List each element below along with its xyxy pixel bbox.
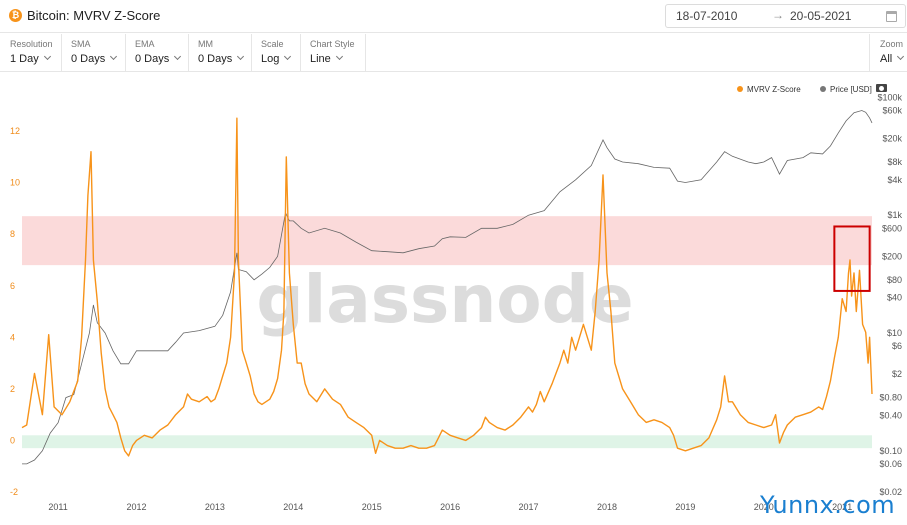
y-right-tick-label: $4k (887, 175, 902, 185)
y-right-tick-label: $200 (882, 251, 902, 261)
resolution-label: Resolution (10, 39, 53, 49)
arrow-right-icon: → (772, 8, 784, 22)
y-right-tick-label: $0.02 (879, 487, 902, 497)
zoom-label: Zoom (880, 39, 904, 49)
sma-label: SMA (71, 39, 91, 49)
legend-label-price: Price [USD] (830, 85, 872, 94)
axis-layer: -2 0 2 4 6 8 10 12 $100k $60k $20k $8k $4k $1k $600 $20… (10, 92, 902, 512)
ema-label: EMA (135, 39, 155, 49)
y-left-tick-label: 10 (10, 178, 20, 188)
y-right-tick-label: $10 (887, 328, 902, 338)
camera-icon[interactable] (876, 84, 887, 92)
y-right-tick-label: $600 (882, 223, 902, 233)
x-tick-label: 2020 (754, 502, 774, 512)
y-right-tick-label: $60k (882, 106, 902, 116)
y-left-tick-label: 6 (10, 281, 15, 291)
mvrv-line (21, 117, 873, 457)
y-right-tick-label: $1k (887, 210, 902, 220)
bands-layer (22, 216, 872, 449)
bottom-band (22, 435, 872, 449)
x-tick-label: 2018 (597, 502, 617, 512)
chart-style-select[interactable]: Chart Style Line (300, 34, 366, 72)
legend-swatch-price (820, 86, 826, 92)
x-tick-label: 2013 (205, 502, 225, 512)
legend-item-mvrv[interactable]: MVRV Z-Score (737, 85, 801, 94)
chart-toolbar: Resolution 1 Day SMA 0 Days EMA 0 Days M… (0, 34, 907, 72)
legend-swatch-mvrv (737, 86, 743, 92)
y-right-tick-label: $0.80 (879, 393, 902, 403)
mm-label: MM (198, 39, 213, 49)
date-to-field[interactable]: 20-05-2021 (790, 9, 852, 23)
ema-select[interactable]: EMA 0 Days (125, 34, 189, 72)
y-right-tick-label: $80 (887, 275, 902, 285)
x-tick-label: 2016 (440, 502, 460, 512)
x-tick-label: 2012 (126, 502, 146, 512)
y-right-tick-label: $40 (887, 293, 902, 303)
top-band (22, 216, 872, 266)
date-range-picker[interactable]: 18-07-2010 → 20-05-2021 (665, 4, 906, 28)
y-left-tick-label: -2 (10, 487, 18, 497)
site-watermark: Yunnx.com (760, 491, 896, 519)
scale-label: Scale (261, 39, 284, 49)
mm-value: 0 Days (198, 53, 233, 65)
chart-title: Bitcoin: MVRV Z-Score (27, 8, 161, 23)
y-left-tick-label: 0 (10, 435, 15, 445)
legend-label-mvrv: MVRV Z-Score (747, 85, 801, 94)
y-left-tick-label: 12 (10, 126, 20, 136)
highlight-box (833, 225, 871, 292)
y-right-tick-label: $100k (877, 92, 902, 102)
sma-select[interactable]: SMA 0 Days (61, 34, 126, 72)
lines-layer (21, 110, 873, 465)
legend-item-price[interactable]: Price [USD] (820, 85, 872, 94)
y-right-tick-label: $0.40 (879, 410, 902, 420)
scale-select[interactable]: Scale Log (251, 34, 301, 72)
sma-value: 0 Days (71, 53, 106, 65)
y-right-tick-label: $6 (892, 341, 902, 351)
x-tick-label: 2015 (362, 502, 382, 512)
price-line (22, 110, 873, 465)
y-right-tick-label: $8k (887, 157, 902, 167)
resolution-select[interactable]: Resolution 1 Day (0, 34, 62, 72)
y-left-tick-label: 2 (10, 384, 15, 394)
mm-select[interactable]: MM 0 Days (188, 34, 252, 72)
glassnode-watermark: glassnode (256, 261, 633, 338)
resolution-value: 1 Day (10, 53, 39, 65)
y-left-tick-label: 8 (10, 229, 15, 239)
x-tick-label: 2011 (48, 502, 67, 512)
date-from-field[interactable]: 18-07-2010 (676, 9, 738, 23)
y-right-tick-label: $0.10 (879, 446, 902, 456)
x-tick-label: 2017 (519, 502, 539, 512)
chart-style-label: Chart Style (310, 39, 355, 49)
zoom-value: All (880, 53, 893, 65)
x-tick-label: 2014 (283, 502, 303, 512)
ema-value: 0 Days (135, 53, 170, 65)
chart-header: ₿ Bitcoin: MVRV Z-Score 18-07-2010 → 20-… (0, 0, 907, 33)
x-tick-label: 2021 (832, 502, 852, 512)
zoom-select[interactable]: Zoom All (869, 34, 905, 72)
y-left-tick-label: 4 (10, 332, 15, 342)
chart-style-value: Line (310, 53, 331, 65)
bitcoin-icon: ₿ (9, 9, 22, 22)
y-right-tick-label: $20k (882, 134, 902, 144)
calendar-icon[interactable] (886, 11, 897, 22)
scale-value: Log (261, 53, 280, 65)
y-right-tick-label: $0.06 (879, 459, 902, 469)
y-right-tick-label: $2 (892, 369, 902, 379)
x-tick-label: 2019 (675, 502, 695, 512)
